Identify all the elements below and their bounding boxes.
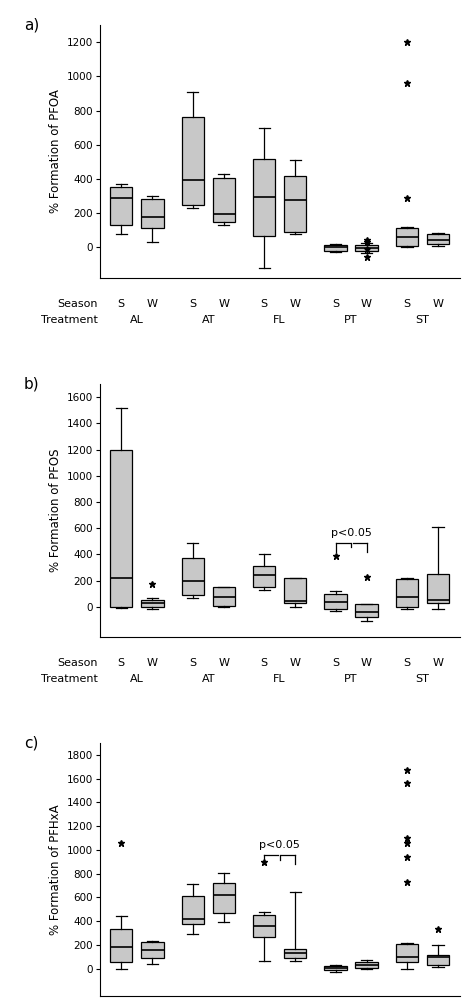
Text: PT: PT (344, 674, 358, 684)
PathPatch shape (141, 942, 164, 958)
Text: Season: Season (57, 658, 98, 668)
Text: AT: AT (201, 315, 215, 325)
Text: S: S (189, 299, 196, 309)
Text: S: S (189, 658, 196, 668)
PathPatch shape (284, 176, 306, 231)
PathPatch shape (253, 915, 275, 938)
PathPatch shape (182, 896, 204, 925)
PathPatch shape (396, 579, 418, 607)
Text: W: W (218, 658, 229, 668)
Text: p<0.05: p<0.05 (331, 528, 372, 538)
PathPatch shape (396, 944, 418, 962)
Y-axis label: % Formation of PFOS: % Formation of PFOS (49, 449, 62, 572)
Text: AL: AL (130, 315, 144, 325)
Text: W: W (433, 299, 444, 309)
PathPatch shape (324, 244, 347, 250)
PathPatch shape (356, 605, 378, 618)
Text: S: S (118, 299, 125, 309)
PathPatch shape (253, 159, 275, 236)
Text: Season: Season (57, 299, 98, 309)
Text: FL: FL (273, 674, 286, 684)
PathPatch shape (110, 929, 132, 962)
Text: S: S (332, 299, 339, 309)
Text: PT: PT (344, 315, 358, 325)
Text: S: S (403, 299, 410, 309)
PathPatch shape (212, 178, 235, 222)
Y-axis label: % Formation of PFOA: % Formation of PFOA (49, 90, 62, 213)
Text: ST: ST (416, 315, 429, 325)
PathPatch shape (427, 955, 449, 965)
PathPatch shape (141, 600, 164, 607)
Text: S: S (261, 658, 268, 668)
Text: S: S (261, 299, 268, 309)
Text: b): b) (24, 376, 39, 391)
PathPatch shape (284, 949, 306, 958)
Text: Treatment: Treatment (41, 315, 98, 325)
PathPatch shape (427, 234, 449, 243)
PathPatch shape (182, 118, 204, 205)
PathPatch shape (141, 199, 164, 228)
PathPatch shape (396, 228, 418, 245)
PathPatch shape (427, 574, 449, 603)
PathPatch shape (182, 557, 204, 595)
Text: W: W (147, 299, 158, 309)
Text: AT: AT (201, 674, 215, 684)
Text: W: W (290, 299, 301, 309)
PathPatch shape (356, 962, 378, 968)
Text: S: S (403, 658, 410, 668)
PathPatch shape (110, 450, 132, 607)
PathPatch shape (356, 244, 378, 250)
PathPatch shape (110, 187, 132, 225)
PathPatch shape (324, 967, 347, 971)
Text: W: W (218, 299, 229, 309)
Text: FL: FL (273, 315, 286, 325)
Text: a): a) (24, 17, 39, 32)
Text: p<0.05: p<0.05 (259, 840, 300, 850)
Text: W: W (147, 658, 158, 668)
Text: ST: ST (416, 674, 429, 684)
Text: S: S (118, 658, 125, 668)
Text: W: W (361, 658, 372, 668)
Y-axis label: % Formation of PFHxA: % Formation of PFHxA (49, 804, 62, 935)
Text: S: S (332, 658, 339, 668)
Text: W: W (433, 658, 444, 668)
Text: W: W (361, 299, 372, 309)
Text: W: W (290, 658, 301, 668)
PathPatch shape (284, 578, 306, 603)
PathPatch shape (324, 594, 347, 610)
Text: c): c) (24, 735, 38, 750)
PathPatch shape (212, 883, 235, 913)
PathPatch shape (253, 566, 275, 588)
PathPatch shape (212, 588, 235, 606)
Text: AL: AL (130, 674, 144, 684)
Text: Treatment: Treatment (41, 674, 98, 684)
